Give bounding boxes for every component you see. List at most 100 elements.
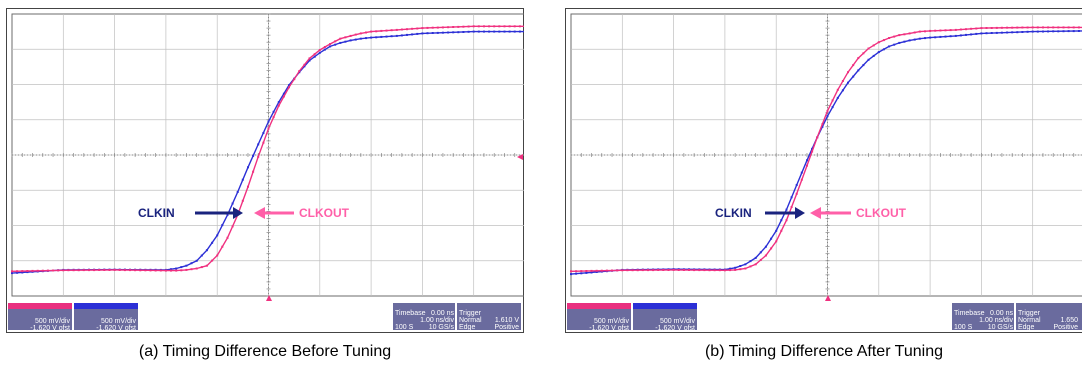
clkin-sample-point [282,92,285,95]
scope-panel-b: CLKIN CLKOUT 500 mV/div -1.620 V ofst 50… [565,8,1082,333]
sample-rate: 10 GS/s [428,324,454,331]
clkin-sample-point [975,32,978,35]
clkin-sample-point [205,249,208,252]
clkout-sample-point [349,34,352,37]
clkout-arrow-head [810,207,821,219]
clkout-sample-point [877,41,880,44]
clkout-sample-point [770,247,773,250]
clkin-sample-point [775,229,778,232]
ch3-vdiv: 500 mV/div [34,318,70,325]
clkin-sample-point [272,110,275,113]
time-per-div: 1.00 ns/div [420,317,454,324]
clkout-sample-point [180,269,183,272]
clkout-sample-point [221,245,224,248]
clkout-sample-point [954,28,957,31]
clkin-sample-point [882,48,885,51]
trigger-type: Edge [459,324,476,331]
ch3-ofst: -1.620 V ofst [30,325,70,332]
clkout-sample-point [11,270,13,273]
clkout-sample-point [88,269,90,272]
clkout-sample-point [385,29,388,32]
clkout-sample-point [913,31,916,34]
clkin-sample-point [1036,30,1039,33]
clkout-sample-point [1077,26,1080,29]
clkout-sample-point [857,57,860,60]
clkin-sample-point [226,213,229,216]
clkout-sample-point [72,269,75,272]
clkin-sample-point [1057,30,1060,33]
clkin-sample-point [375,36,378,39]
clkout-sample-point [1036,26,1039,29]
clkout-sample-point [493,25,496,28]
clkin-sample-point [231,202,234,205]
clkout-sample-point [682,269,685,271]
clkin-sample-point [513,30,516,33]
clkin-sample-point [518,30,521,33]
caption-a: (a) Timing Difference Before Tuning [138,343,392,360]
trigger-position-marker [825,295,831,301]
clkout-sample-point [175,269,178,272]
clkout-sample-point [1067,26,1070,29]
clkin-sample-point [400,34,403,37]
clkout-sample-point [411,27,414,30]
clkin-sample-point [170,268,172,271]
clkout-sample-point [93,269,96,272]
clkout-sample-point [959,28,962,31]
time-per-div: 1.00 ns/div [979,317,1013,324]
clkin-sample-point [785,208,788,211]
clkout-sample-point [641,269,644,272]
timebase-readout [393,303,455,330]
clkout-sample-point [985,27,988,29]
clkin-sample-point [436,31,439,34]
clkout-sample-point [611,269,613,272]
clkout-sample-point [754,263,757,266]
clkin-sample-point [744,263,747,266]
clkout-sample-point [847,71,849,74]
clkin-sample-point [939,35,942,38]
clkin-sample-point [924,37,926,40]
clkout-sample-point [354,33,357,36]
clkout-sample-point [785,219,788,222]
clkout-sample-point [252,170,255,173]
clkin-sample-point [795,184,798,186]
clkout-sample-point [729,269,731,272]
clkout-sample-point [595,269,598,272]
clkout-sample-point [590,269,593,272]
clkout-sample-point [1031,26,1034,29]
clkin-sample-point [821,125,824,128]
clkout-sample-point [852,64,855,67]
clkout-sample-point [498,25,501,28]
clkin-sample-point [221,224,224,227]
clkin-sample-point [1047,30,1050,33]
clkout-sample-point [195,267,198,270]
clkout-sample-point [241,199,244,202]
trigger-mode: Normal [1018,317,1041,324]
clkout-sample-point [949,29,952,32]
clkout-sample-point [98,269,101,271]
clkout-sample-point [1062,26,1065,29]
clkout-sample-point [1042,26,1044,29]
clkout-sample-point [329,43,332,45]
clkin-sample-point [836,96,839,99]
clkin-sample-point [195,259,198,262]
trigger-readout [1016,303,1082,330]
trigger-markers [266,154,523,301]
clkin-sample-point [965,33,967,36]
clkin-sample-point [349,39,352,42]
clkout-sample-point [462,25,465,28]
clkout-sample-point [272,116,275,119]
clkin-sample-point [913,38,916,41]
clkout-sample-point [990,27,993,29]
clkin-sample-point [1006,31,1009,34]
clkout-sample-point [426,26,429,29]
clkout-sample-point [303,63,306,66]
clkout-sample-point [82,269,85,272]
clkin-sample-point [739,265,742,267]
ch4-ofst: -1.620 V ofst [96,325,136,332]
clkout-sample-point [277,104,280,107]
clkout-sample-point [816,136,819,139]
clkin-sample-point [11,272,13,275]
clkout-sample-point [718,269,721,272]
trigger-slope: Positive [1053,324,1078,331]
clkout-sample-point [1026,26,1029,29]
